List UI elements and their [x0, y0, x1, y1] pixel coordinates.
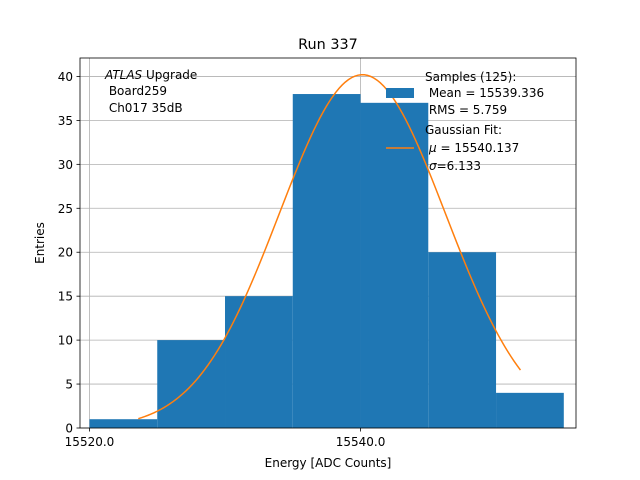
x-tick-label-0: 15520.0	[65, 435, 115, 449]
legend-fit-sigma: σ=6.133	[429, 159, 481, 173]
x-tick-label-1: 15540.0	[336, 435, 386, 449]
y-tick-label-4: 20	[58, 246, 73, 260]
legend-sigma-symbol: σ	[429, 159, 437, 173]
legend-samples-rms: RMS = 5.759	[425, 103, 507, 117]
annotation-atlas: ATLAS	[104, 68, 143, 82]
y-tick-label-0: 0	[65, 422, 73, 436]
histogram-bar-1	[157, 340, 226, 428]
x-axis-label: Energy [ADC Counts]	[265, 456, 392, 470]
chart-title: Run 337	[298, 37, 358, 53]
gaussian-fit-curve	[138, 73, 522, 420]
y-tick-label-2: 10	[58, 334, 73, 348]
legend-mu-value: = 15540.137	[437, 141, 520, 155]
legend-samples-title: Samples (125):	[425, 70, 516, 84]
y-tick-label-3: 15	[58, 290, 73, 304]
atlas-annotation: ATLAS Upgrade Board259 Ch017 35dB	[104, 68, 197, 115]
y-tick-label-5: 25	[58, 202, 73, 216]
legend-samples-swatch	[386, 88, 414, 98]
axis-ticks: 0 5 10 15 20 25 30 35 40 15520.0 15540.0	[58, 70, 386, 449]
histogram-bar-5	[428, 252, 497, 428]
legend-mu-symbol: μ	[428, 141, 437, 155]
histogram-bar-2	[225, 296, 293, 428]
legend-samples-mean: Mean = 15539.336	[425, 86, 544, 100]
histogram-bar-3	[292, 94, 361, 428]
histogram-bars	[89, 94, 564, 429]
legend: Samples (125): Mean = 15539.336 RMS = 5.…	[386, 70, 544, 173]
annotation-line-3: Ch017 35dB	[105, 101, 183, 115]
annotation-line-2: Board259	[105, 84, 167, 98]
legend-fit-title: Gaussian Fit:	[425, 123, 502, 137]
annotation-line-1: ATLAS Upgrade	[104, 68, 197, 82]
histogram-bar-0	[89, 419, 158, 428]
y-tick-label-1: 5	[65, 378, 73, 392]
y-tick-label-6: 30	[58, 158, 73, 172]
annotation-upgrade: Upgrade	[142, 68, 197, 82]
legend-sigma-value: =6.133	[437, 159, 481, 173]
y-tick-label-8: 40	[58, 70, 73, 84]
histogram-bar-4	[360, 102, 429, 429]
plot-frame	[79, 57, 577, 429]
y-axis-label: Entries	[33, 222, 47, 264]
histogram-bar-6	[496, 392, 564, 428]
legend-fit-mu: μ = 15540.137	[428, 141, 519, 155]
y-tick-label-7: 35	[58, 114, 73, 128]
